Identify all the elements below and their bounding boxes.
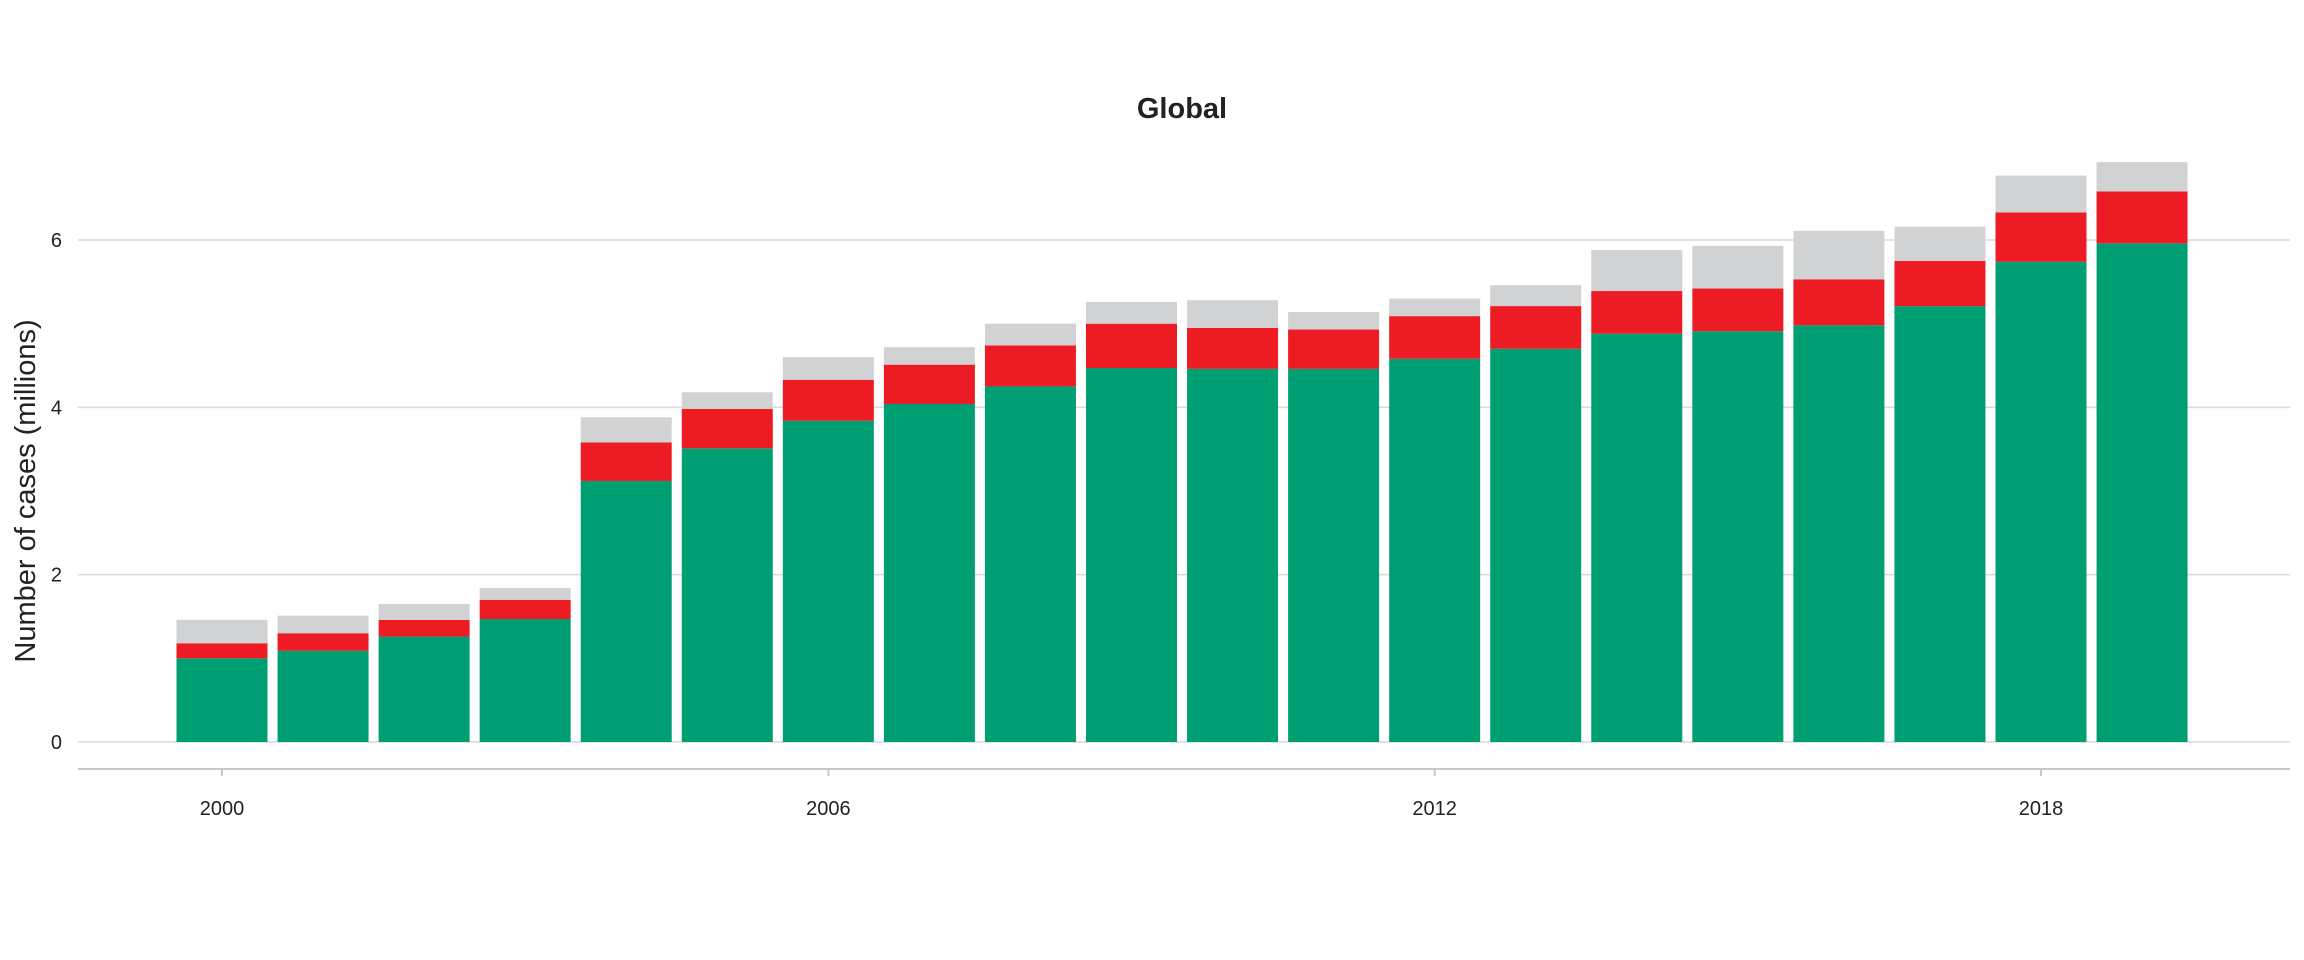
bar-segment-2006-0 [782, 420, 874, 742]
bar-segment-2011-2 [1288, 311, 1380, 330]
bar-segment-2002-0 [378, 636, 470, 742]
bar-segment-2010-0 [1187, 368, 1279, 742]
bar-segment-2010-1 [1187, 327, 1279, 369]
bar-segment-2003-2 [479, 588, 571, 600]
bar-segment-2007-1 [883, 364, 975, 404]
x-tick-label: 2000 [200, 798, 245, 820]
bar-segment-2002-1 [378, 619, 470, 637]
bar-segment-2005-2 [681, 392, 773, 410]
bar-segment-2012-0 [1389, 358, 1481, 742]
bar-segment-2000-0 [176, 658, 268, 742]
y-tick-label: 4 [51, 397, 62, 419]
y-axis-label: Number of cases (millions) [10, 319, 42, 662]
bar-segment-2019-2 [2096, 162, 2188, 192]
bar-segment-2010-2 [1187, 300, 1279, 328]
bar-segment-2016-1 [1793, 279, 1885, 326]
y-tick-label: 2 [51, 565, 62, 587]
bars [176, 162, 2188, 742]
bar-segment-2013-2 [1490, 285, 1582, 307]
bar-segment-2014-1 [1591, 291, 1683, 334]
bar-segment-2005-0 [681, 448, 773, 742]
bar-segment-2017-2 [1894, 226, 1986, 261]
bar-segment-2014-2 [1591, 250, 1683, 292]
bar-segment-2016-0 [1793, 325, 1885, 742]
chart-title: Global [1137, 93, 1227, 125]
bar-segment-2001-2 [277, 615, 369, 634]
bar-segment-2007-2 [883, 347, 975, 365]
bar-segment-2019-1 [2096, 191, 2188, 244]
bar-segment-2011-1 [1288, 329, 1380, 369]
bar-segment-2009-1 [1086, 323, 1177, 369]
bar-segment-2015-1 [1692, 288, 1784, 332]
bar-segment-2013-1 [1490, 306, 1582, 349]
y-tick-label: 0 [51, 732, 62, 754]
bar-segment-2006-2 [782, 357, 874, 380]
x-tick-label: 2018 [2019, 798, 2064, 820]
bar-segment-2002-2 [378, 603, 470, 620]
bar-segment-2011-0 [1288, 368, 1380, 742]
bar-segment-2008-0 [984, 386, 1076, 742]
bar-segment-2001-1 [277, 633, 369, 651]
x-tick-label: 2012 [1412, 798, 1457, 820]
bar-segment-2003-1 [479, 599, 571, 620]
bar-segment-2018-0 [1995, 261, 2087, 742]
bar-segment-2015-2 [1692, 245, 1784, 289]
bar-segment-2000-2 [176, 619, 268, 644]
bar-segment-2019-0 [2096, 243, 2188, 742]
bar-segment-2017-0 [1894, 306, 1986, 742]
bar-segment-2017-1 [1894, 260, 1986, 307]
bar-segment-2000-1 [176, 643, 268, 659]
bar-segment-2009-0 [1086, 368, 1177, 742]
x-tick-label: 2006 [806, 798, 851, 820]
bar-segment-2018-2 [1995, 175, 2087, 213]
bar-segment-2016-2 [1793, 230, 1885, 280]
bar-segment-2003-0 [479, 619, 571, 742]
bar-segment-2007-0 [883, 403, 975, 742]
bar-segment-2006-1 [782, 379, 874, 421]
bar-segment-2004-0 [580, 480, 672, 742]
bar-segment-2005-1 [681, 409, 773, 449]
bar-segment-2008-1 [984, 345, 1076, 387]
bar-segment-2013-0 [1490, 348, 1582, 742]
bar-segment-2018-1 [1995, 212, 2087, 262]
bar-segment-2004-1 [580, 442, 672, 481]
x-ticks: 2000 2006 2012 2018 [200, 769, 2064, 820]
bar-segment-2004-2 [580, 417, 672, 443]
bar-segment-2014-0 [1591, 333, 1683, 742]
y-tick-label: 6 [51, 230, 62, 252]
bar-segment-2009-2 [1086, 301, 1177, 324]
bar-segment-2012-2 [1389, 298, 1481, 317]
bar-segment-2012-1 [1389, 316, 1481, 359]
bar-segment-2008-2 [984, 323, 1076, 346]
bar-segment-2015-0 [1692, 331, 1784, 742]
bar-segment-2001-0 [277, 650, 369, 742]
